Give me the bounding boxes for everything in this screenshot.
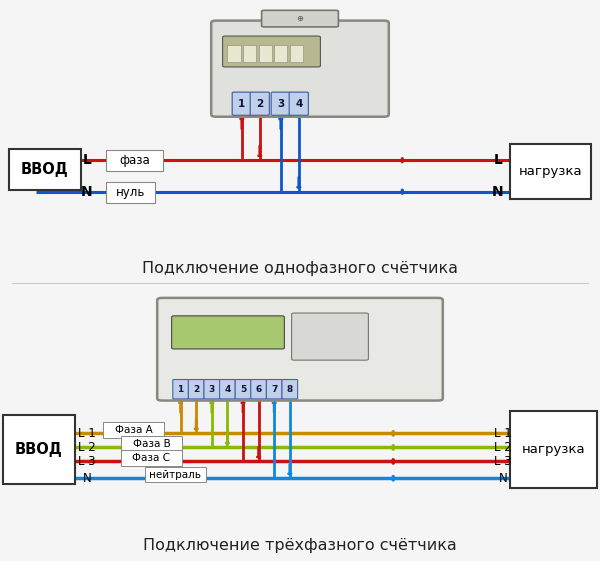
FancyBboxPatch shape (235, 380, 251, 399)
FancyBboxPatch shape (292, 313, 368, 360)
Text: 4: 4 (295, 99, 302, 109)
Text: Фаза С: Фаза С (133, 453, 170, 463)
Text: нуль: нуль (116, 186, 145, 199)
FancyBboxPatch shape (250, 92, 269, 116)
Text: L: L (83, 153, 91, 167)
Text: ВВОД: ВВОД (15, 442, 63, 457)
FancyBboxPatch shape (211, 21, 389, 117)
FancyBboxPatch shape (103, 422, 164, 438)
FancyBboxPatch shape (274, 45, 287, 62)
FancyBboxPatch shape (223, 36, 320, 67)
Text: L 3: L 3 (78, 455, 96, 468)
Text: L: L (494, 153, 502, 167)
Text: 7: 7 (271, 385, 277, 394)
Text: 5: 5 (240, 385, 246, 394)
FancyBboxPatch shape (289, 92, 308, 116)
FancyBboxPatch shape (9, 149, 81, 190)
Text: 3: 3 (209, 385, 215, 394)
Text: Подключение однофазного счётчика: Подключение однофазного счётчика (142, 261, 458, 277)
FancyBboxPatch shape (3, 415, 75, 484)
FancyBboxPatch shape (243, 45, 256, 62)
Text: N: N (81, 185, 93, 199)
Text: 3: 3 (277, 99, 284, 109)
FancyBboxPatch shape (271, 92, 290, 116)
Text: нагрузка: нагрузка (521, 443, 586, 456)
FancyBboxPatch shape (172, 316, 284, 349)
FancyBboxPatch shape (259, 45, 272, 62)
FancyBboxPatch shape (510, 411, 597, 488)
Text: L 2: L 2 (494, 441, 512, 454)
Text: ВВОД: ВВОД (21, 162, 69, 177)
Text: Подключение трёхфазного счётчика: Подключение трёхфазного счётчика (143, 538, 457, 553)
FancyBboxPatch shape (290, 45, 303, 62)
Text: 1: 1 (238, 99, 245, 109)
Text: L 1: L 1 (78, 427, 96, 440)
FancyBboxPatch shape (510, 145, 591, 199)
FancyBboxPatch shape (204, 380, 220, 399)
FancyBboxPatch shape (227, 45, 241, 62)
FancyBboxPatch shape (232, 92, 251, 116)
Text: нагрузка: нагрузка (518, 165, 583, 178)
FancyBboxPatch shape (121, 450, 182, 466)
Text: 1: 1 (178, 385, 184, 394)
Text: 8: 8 (287, 385, 293, 394)
Text: ⊕: ⊕ (296, 14, 304, 23)
Text: фаза: фаза (119, 154, 150, 167)
Text: N: N (83, 472, 91, 485)
FancyBboxPatch shape (157, 298, 443, 401)
FancyBboxPatch shape (282, 380, 298, 399)
FancyBboxPatch shape (188, 380, 204, 399)
Text: 6: 6 (256, 385, 262, 394)
Text: нейтраль: нейтраль (149, 470, 202, 480)
FancyBboxPatch shape (173, 380, 188, 399)
FancyBboxPatch shape (251, 380, 266, 399)
FancyBboxPatch shape (266, 380, 282, 399)
FancyBboxPatch shape (121, 436, 182, 452)
Text: L 2: L 2 (78, 441, 96, 454)
Text: L 1: L 1 (494, 427, 512, 440)
Text: N: N (499, 472, 507, 485)
FancyBboxPatch shape (145, 467, 206, 482)
Text: 2: 2 (256, 99, 263, 109)
FancyBboxPatch shape (262, 10, 338, 27)
Text: 2: 2 (193, 385, 199, 394)
Text: 4: 4 (224, 385, 230, 394)
FancyBboxPatch shape (106, 150, 163, 171)
Text: L 3: L 3 (494, 455, 512, 468)
Text: Фаза В: Фаза В (133, 439, 170, 449)
FancyBboxPatch shape (220, 380, 235, 399)
Text: Фаза А: Фаза А (115, 425, 152, 435)
FancyBboxPatch shape (106, 182, 155, 203)
Text: N: N (492, 185, 504, 199)
